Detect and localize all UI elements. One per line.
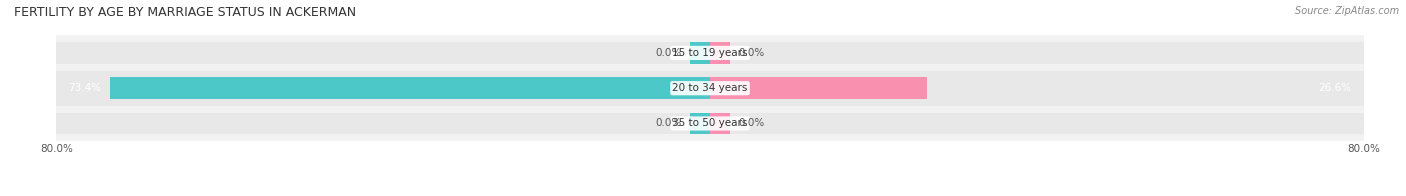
- Text: 0.0%: 0.0%: [655, 48, 682, 58]
- Bar: [56, 35, 1364, 71]
- Bar: [689, 113, 710, 134]
- Text: FERTILITY BY AGE BY MARRIAGE STATUS IN ACKERMAN: FERTILITY BY AGE BY MARRIAGE STATUS IN A…: [14, 6, 356, 19]
- Text: 26.6%: 26.6%: [1319, 83, 1351, 93]
- Text: 73.4%: 73.4%: [69, 83, 101, 93]
- Bar: [710, 113, 1364, 134]
- Text: 0.0%: 0.0%: [655, 118, 682, 129]
- Bar: [56, 77, 710, 99]
- Bar: [56, 42, 710, 64]
- Text: 20 to 34 years: 20 to 34 years: [672, 83, 748, 93]
- Bar: [710, 42, 731, 64]
- Bar: [710, 42, 1364, 64]
- Bar: [56, 106, 1364, 141]
- Bar: [110, 77, 710, 99]
- Text: 0.0%: 0.0%: [738, 48, 765, 58]
- Bar: [710, 77, 928, 99]
- Bar: [689, 42, 710, 64]
- Text: 15 to 19 years: 15 to 19 years: [672, 48, 748, 58]
- Bar: [710, 113, 731, 134]
- Text: 0.0%: 0.0%: [738, 118, 765, 129]
- Text: Source: ZipAtlas.com: Source: ZipAtlas.com: [1295, 6, 1399, 16]
- Legend: Married, Unmarried: Married, Unmarried: [637, 194, 783, 196]
- Bar: [56, 71, 1364, 106]
- Bar: [710, 77, 1364, 99]
- Text: 35 to 50 years: 35 to 50 years: [672, 118, 748, 129]
- Bar: [56, 113, 710, 134]
